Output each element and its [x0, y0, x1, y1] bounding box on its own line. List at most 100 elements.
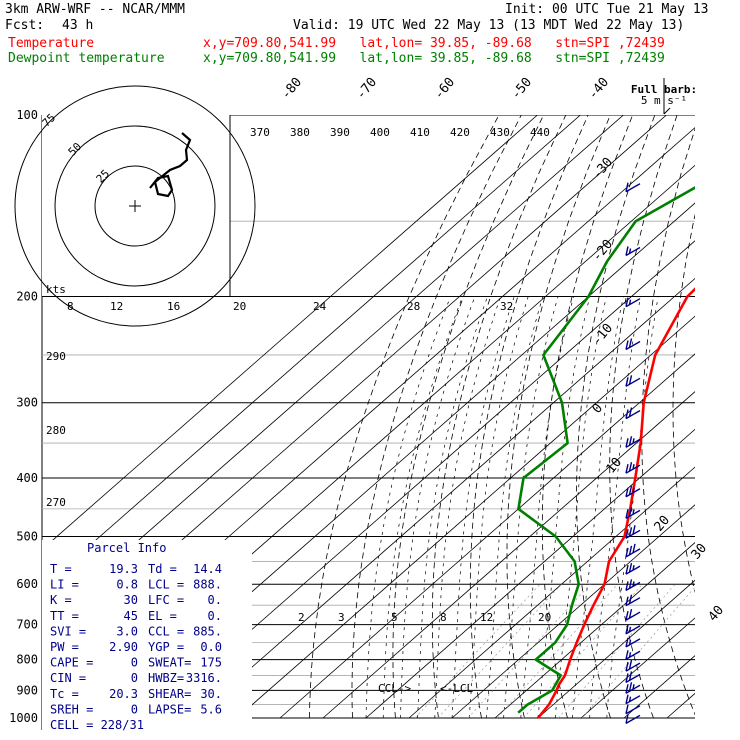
moist-adiabat — [486, 296, 544, 719]
parcel-row-label: EL = — [148, 609, 177, 623]
wind-barb-staff — [625, 638, 641, 648]
wind-barb — [625, 485, 641, 498]
dewpoint-legend: Dewpoint temperature — [8, 51, 165, 66]
wind-barb-staff — [625, 705, 641, 715]
isotherm-label-right: 10 — [604, 455, 626, 477]
wind-barb — [625, 579, 641, 592]
parcel-row-value: 175 — [200, 656, 222, 670]
parcel-row-label: SWEAT= — [148, 656, 191, 670]
dry-adiabat — [641, 127, 695, 716]
isotherm-label-top: -80 — [279, 75, 306, 103]
wind-barb — [625, 375, 641, 387]
wind-barb-flag — [625, 487, 629, 497]
wind-barb-flag — [625, 529, 629, 539]
wind-barb-staff — [625, 340, 641, 351]
hodograph-ring-75 — [14, 85, 256, 327]
isotherm-label-right: 0 — [590, 401, 607, 417]
theta-label: 370 — [250, 126, 270, 139]
mixing-ratio-line — [558, 583, 676, 719]
wind-barb-staff — [625, 714, 641, 724]
theta-label: 420 — [450, 126, 470, 139]
isotherm — [580, 617, 695, 719]
parcel-row-label: PW = — [50, 640, 79, 654]
moist-adiabat — [382, 296, 463, 719]
dry-adiabat — [392, 115, 544, 719]
parcel-row-label: CCL = — [148, 624, 184, 638]
mixing-ratio-line — [437, 583, 562, 719]
pressure-label-1000: 1000 — [9, 711, 38, 725]
parcel-row-label: LI = — [50, 578, 79, 592]
wind-barb-flag — [625, 637, 629, 648]
moist-adiabat — [434, 296, 501, 719]
theta-label: 440 — [530, 126, 550, 139]
wind-barb — [625, 704, 641, 715]
wind-barb-flag — [625, 650, 629, 660]
wind-barb-flag — [625, 438, 629, 448]
wind-barb-flag — [628, 563, 633, 573]
pressure-label-200: 200 — [16, 290, 38, 304]
wind-barb-half-flag — [632, 438, 635, 444]
wind-barb-half-flag — [628, 639, 632, 645]
wind-barb-flag — [625, 182, 629, 192]
pressure-label-600: 600 — [16, 577, 38, 591]
wind-barb-half-flag — [628, 248, 632, 254]
wind-barb-flag — [625, 624, 629, 634]
wind-barb-flag — [625, 297, 629, 307]
fcst-label: Fcst: — [5, 18, 45, 33]
wind-barb-flag — [628, 436, 633, 446]
wind-barb-flag — [625, 673, 629, 683]
wind-barb — [625, 694, 641, 705]
wind-barb-staff — [625, 377, 641, 387]
parcel-row-label: K = — [50, 593, 72, 607]
theta-label: 410 — [410, 126, 430, 139]
temperature-trace — [536, 287, 695, 719]
parcel-row-value: 3.0 — [116, 624, 138, 638]
wind-barb-flag — [628, 527, 633, 537]
dry-adiabat-label: 280 — [46, 424, 66, 437]
moist-adiabat — [589, 296, 642, 719]
hodograph-ring-50 — [54, 125, 216, 287]
wind-barb — [625, 714, 641, 724]
isotherm-label-top: -40 — [586, 75, 613, 103]
lcl-label: <-LCL — [440, 682, 473, 695]
isotherm — [408, 466, 695, 719]
wind-barb-flag — [628, 608, 633, 619]
isotherm — [279, 353, 695, 719]
parcel-row-value: 888. — [193, 578, 222, 592]
isotherm — [666, 692, 695, 719]
pressure-label-800: 800 — [16, 653, 38, 667]
wind-barb — [625, 525, 641, 539]
mixing-ratio-line — [414, 583, 541, 719]
wind-barb-flag — [628, 671, 633, 681]
parcel-row-value: 0 — [131, 702, 138, 716]
hodograph: 25 50 75 kts — [14, 85, 256, 327]
sounding-traces — [517, 186, 695, 719]
wind-barb — [625, 650, 641, 660]
dry-adiabat-label: 270 — [46, 496, 66, 509]
wind-barb-half-flag — [632, 464, 635, 470]
wind-barb-flag — [625, 246, 629, 256]
parcel-row-value: 0.8 — [116, 578, 138, 592]
dewpoint-trace — [517, 186, 695, 714]
isotherm-label-right: 20 — [652, 513, 674, 535]
wind-barb-flag — [628, 594, 633, 604]
mixing-ratio-label: 2 — [298, 611, 305, 624]
wind-barb — [625, 608, 641, 621]
wind-barb — [625, 659, 641, 672]
ccl-label: CCL-> — [378, 682, 411, 695]
wind-barb — [625, 543, 641, 558]
wind-barb-staff — [625, 695, 641, 705]
dry-adiabat — [309, 115, 500, 719]
background-grid — [42, 115, 695, 719]
parcel-row-label: LFC = — [148, 593, 184, 607]
pressure-label-900: 900 — [16, 683, 38, 697]
wind-barb-staff — [625, 625, 641, 635]
mixing-ratio-label: 12 — [110, 300, 123, 313]
wind-barb-half-flag — [628, 299, 632, 305]
pressure-labels: 100 200 300 400 500 600 700 800 900 1000 — [9, 108, 38, 725]
isotherm — [236, 315, 695, 719]
parcel-row-label: SREH = — [50, 702, 93, 716]
mixing-ratio-label: 8 — [67, 300, 74, 313]
